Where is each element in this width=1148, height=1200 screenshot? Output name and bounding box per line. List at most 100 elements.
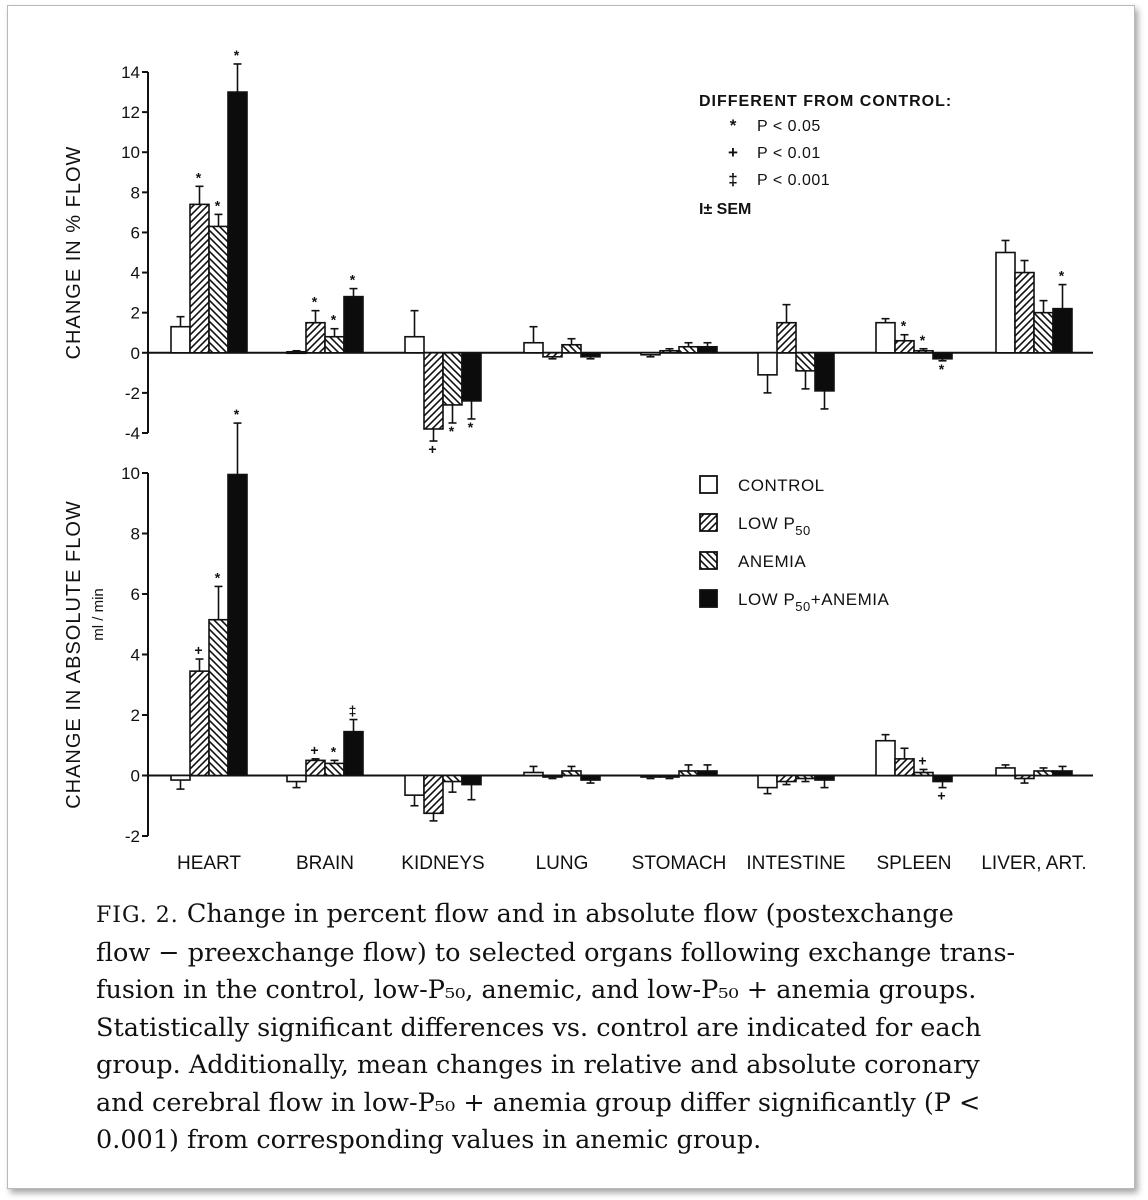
caption-line-6: and cerebral flow in low-P₅₀ + anemia gr… (96, 1087, 981, 1118)
bottom-bar-3-series-2 (423, 774, 444, 815)
bottom-bar-3-series-4 (461, 774, 482, 786)
top-bar-2-series-3 (324, 335, 345, 354)
category-label-2: BRAIN (296, 853, 354, 874)
legend-swatch-3 (699, 551, 718, 570)
caption-fig-label: FIG. 2. (96, 903, 179, 928)
top-y-tick-label: 12 (121, 103, 140, 122)
bottom-bar-5-series-4 (697, 770, 718, 777)
top-bar-4-series-4 (580, 351, 601, 358)
legend-label-4: LOW P50+ANEMIA (738, 590, 890, 614)
bottom-bar-6-series-1 (757, 774, 778, 789)
top-y-tick-label: -4 (125, 424, 140, 443)
bottom-bar-6-series-3 (795, 774, 816, 780)
figure-svg: 14 12 10 8 6 4 2 0 -2 -4 CHANGE IN % FLOW * * * * * * + * *… (63, 47, 1093, 874)
category-label-5: STOMACH (632, 853, 727, 874)
top-bar-8-series-3 (1033, 311, 1054, 354)
top-bar-8-series-2 (1014, 271, 1035, 354)
top-bar-1-series-1 (170, 325, 191, 354)
top-y-tick-label: 4 (131, 264, 140, 283)
bottom-bar-6-series-4 (814, 774, 835, 781)
top-bar-3-series-2 (423, 351, 444, 430)
top-bar-7-series-4 (932, 351, 953, 360)
bottom-bar-2-series-2 (305, 759, 326, 777)
category-label-6: INTESTINE (746, 853, 845, 874)
top-bar-6-series-4 (814, 351, 835, 392)
legend-label-1: CONTROL (738, 476, 825, 495)
top-bar-5-series-1 (640, 351, 661, 356)
bottom-bar-1-series-3 (208, 618, 229, 777)
bottom-significance-mark: + (918, 752, 926, 768)
bottom-bar-4-series-4 (580, 774, 601, 781)
top-y-tick-label: 10 (121, 143, 140, 162)
caption-line-7: 0.001) from corresponding values in anem… (96, 1125, 762, 1155)
bottom-bar-3-series-1 (404, 774, 425, 796)
top-y-tick-label: 2 (131, 304, 140, 323)
top-significance-mark: * (1059, 268, 1065, 284)
legend-label-2: LOW P50 (738, 514, 811, 538)
top-bar-5-series-2 (659, 349, 680, 354)
significance-note-text: P < 0.001 (757, 172, 830, 189)
bottom-y-tick-label: 6 (131, 585, 140, 604)
bottom-bar-2-series-4 (343, 730, 364, 777)
top-bar-2-series-2 (305, 321, 326, 354)
top-y-tick-label: 14 (121, 63, 140, 82)
bottom-bar-1-series-4 (227, 473, 248, 777)
legend-label-3: ANEMIA (738, 552, 806, 571)
bottom-bar-4-series-1 (523, 771, 544, 777)
top-bar-8-series-1 (995, 251, 1016, 354)
bottom-bar-7-series-2 (894, 758, 915, 777)
caption-line-4: Statistically significant differences vs… (96, 1012, 982, 1043)
category-label-8: LIVER, ART. (981, 853, 1086, 874)
bottom-y-tick-label: 4 (131, 646, 140, 665)
bottom-significance-mark: + (310, 742, 318, 758)
caption-line-2: flow − preexchange flow) to selected org… (96, 937, 1016, 968)
top-y-tick-label: 0 (131, 344, 140, 363)
top-bar-1-series-4 (227, 91, 248, 354)
top-bar-6-series-2 (776, 321, 797, 354)
top-bar-1-series-2 (189, 203, 210, 354)
top-bar-4-series-1 (523, 341, 544, 354)
top-bar-7-series-1 (875, 321, 896, 354)
bottom-bar-1-series-1 (170, 774, 191, 781)
top-significance-mark: * (468, 419, 474, 435)
top-bar-4-series-2 (542, 351, 563, 358)
caption-line-1: FIG. 2. Change in percent flow and in ab… (96, 899, 954, 929)
bottom-bar-8-series-3 (1033, 770, 1054, 777)
significance-note-mark: * (730, 116, 737, 135)
top-bar-3-series-1 (404, 335, 425, 354)
bottom-bar-8-series-4 (1052, 770, 1073, 777)
top-y-tick-label: -2 (125, 384, 140, 403)
bottom-bar-4-series-2 (542, 774, 563, 778)
legend-swatch-4 (699, 589, 718, 608)
caption-line-5: group. Additionally, mean changes in rel… (96, 1050, 980, 1080)
significance-note-text: P < 0.01 (757, 145, 821, 162)
bottom-bar-2-series-1 (286, 774, 307, 783)
bottom-significance-mark: ‡ (349, 703, 357, 719)
significance-note-title: DIFFERENT FROM CONTROL: (699, 93, 952, 110)
bottom-bar-5-series-3 (678, 770, 699, 777)
caption-line-3: fusion in the control, low-P₅₀, anemic, … (96, 975, 977, 1005)
top-significance-mark: * (901, 318, 907, 334)
bottom-bar-6-series-2 (776, 774, 797, 783)
top-y-tick-label: 8 (131, 183, 140, 202)
bottom-significance-mark: * (331, 743, 337, 759)
top-significance-mark: * (312, 294, 318, 310)
top-bar-6-series-3 (795, 351, 816, 372)
top-significance-mark: * (920, 332, 926, 348)
bottom-significance-mark: + (937, 788, 945, 804)
top-significance-mark: * (939, 361, 945, 377)
top-y-axis-title: CHANGE IN % FLOW (63, 146, 85, 360)
top-significance-mark: * (196, 169, 202, 185)
category-label-1: HEART (177, 853, 241, 874)
top-bar-3-series-4 (461, 351, 482, 402)
top-bar-7-series-3 (913, 349, 934, 354)
bottom-significance-mark: * (215, 569, 221, 585)
bottom-bar-1-series-2 (189, 670, 210, 777)
bottom-bar-8-series-2 (1014, 774, 1035, 780)
top-significance-mark: * (449, 423, 455, 439)
category-label-7: SPLEEN (877, 853, 952, 874)
bottom-significance-mark: + (194, 642, 202, 658)
top-bar-5-series-3 (678, 345, 699, 354)
significance-note-text: P < 0.05 (757, 118, 821, 135)
bottom-bar-3-series-3 (442, 774, 463, 783)
